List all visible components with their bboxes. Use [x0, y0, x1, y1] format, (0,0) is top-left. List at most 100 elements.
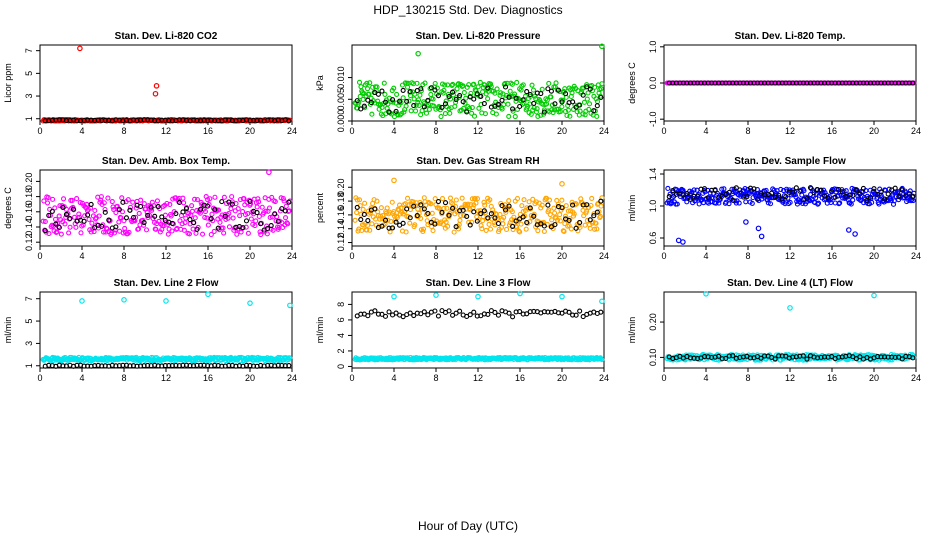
data-point-black — [194, 226, 200, 232]
data-point-black — [222, 213, 228, 219]
data-point-black — [180, 209, 186, 215]
data-point-black — [152, 213, 158, 219]
data-point — [400, 95, 406, 101]
data-point — [245, 230, 251, 236]
data-point — [82, 213, 88, 219]
outlier-point — [152, 90, 159, 97]
data-point-black — [670, 187, 676, 194]
data-point-black — [453, 310, 459, 316]
data-point-black — [485, 85, 491, 91]
y-tick-label: 0.16 — [336, 206, 346, 224]
data-point-black — [407, 215, 413, 221]
data-point — [680, 187, 686, 194]
data-point — [563, 203, 569, 209]
data-point — [582, 222, 588, 228]
data-point-black — [485, 311, 491, 317]
x-tick-label: 0 — [349, 126, 354, 136]
data-point — [527, 219, 533, 225]
data-point — [475, 84, 481, 90]
data-point-black — [758, 355, 764, 361]
data-point — [598, 203, 604, 209]
y-tick-label: 2 — [336, 348, 346, 353]
data-point-black — [499, 203, 505, 209]
data-point — [98, 194, 104, 200]
data-point — [523, 226, 529, 232]
data-point — [586, 101, 593, 107]
data-point-black — [541, 223, 547, 229]
data-point-black — [282, 208, 288, 214]
data-point-black — [141, 219, 147, 226]
y-tick-label: 0.6 — [648, 232, 658, 245]
data-point-black — [541, 109, 547, 115]
data-point — [67, 224, 73, 230]
data-point — [401, 109, 407, 115]
data-point-black — [49, 208, 55, 214]
data-point-black — [212, 206, 218, 213]
x-axis-label: Hour of Day (UTC) — [418, 519, 518, 533]
data-point — [412, 222, 418, 228]
data-point-black — [130, 214, 137, 221]
outlier-point — [153, 83, 160, 89]
data-point — [168, 213, 174, 219]
data-point — [471, 81, 477, 87]
data-point-black — [524, 311, 530, 317]
data-point — [505, 101, 511, 107]
data-point — [440, 90, 446, 96]
data-point — [226, 211, 232, 217]
data-point-black — [393, 310, 399, 316]
data-point — [447, 110, 453, 116]
data-point-black — [580, 314, 586, 320]
data-point — [510, 226, 516, 233]
data-point-black — [173, 210, 179, 217]
data-point-black — [393, 219, 399, 225]
data-point-black — [247, 198, 253, 204]
data-point — [514, 79, 520, 86]
data-point — [442, 111, 448, 117]
y-tick-label: 0.20 — [648, 313, 658, 331]
data-point-black — [169, 220, 175, 226]
data-point — [836, 201, 842, 207]
data-point-black — [779, 196, 785, 202]
data-point-black — [275, 218, 281, 224]
chart-panel-9: Stan. Dev. Line 4 (LT) Flow ml/min 0 4 8 12 16… — [627, 278, 921, 383]
data-point-black — [113, 224, 119, 230]
data-point-black — [804, 356, 810, 362]
x-tick-label: 12 — [785, 373, 795, 383]
data-point-black — [159, 214, 165, 220]
y-tick-label: 7 — [24, 48, 34, 53]
data-point-black — [538, 90, 544, 97]
x-tick-label: 4 — [391, 373, 396, 383]
data-point — [253, 218, 259, 224]
data-point — [509, 209, 515, 215]
data-point — [416, 102, 422, 109]
data-point — [105, 195, 111, 201]
data-point-black — [705, 195, 711, 201]
data-point-black — [885, 191, 891, 197]
data-point — [743, 199, 749, 205]
y-tick-label: 0.12 — [336, 234, 346, 252]
data-point — [181, 200, 187, 206]
data-point — [389, 199, 395, 205]
data-point-black — [428, 85, 434, 91]
data-point — [164, 200, 170, 207]
data-point — [229, 194, 235, 200]
data-point-black — [807, 185, 814, 191]
data-point-black — [198, 206, 204, 212]
outlier-point — [163, 298, 169, 304]
chart-title: Stan. Dev. Line 2 Flow — [114, 278, 219, 289]
data-point — [549, 102, 555, 108]
data-point — [429, 210, 435, 216]
data-point — [228, 206, 234, 212]
x-tick-label: 8 — [121, 126, 126, 136]
data-point — [255, 196, 261, 202]
data-point — [403, 103, 409, 109]
data-point — [585, 90, 591, 96]
chart-title: Stan. Dev. Gas Stream RH — [416, 156, 539, 167]
data-point-black — [555, 87, 562, 93]
data-point-black — [598, 198, 604, 204]
outlier-point — [743, 219, 749, 225]
data-point-black — [425, 97, 431, 103]
data-point — [121, 218, 127, 224]
data-point — [102, 206, 108, 213]
data-point — [453, 197, 459, 203]
